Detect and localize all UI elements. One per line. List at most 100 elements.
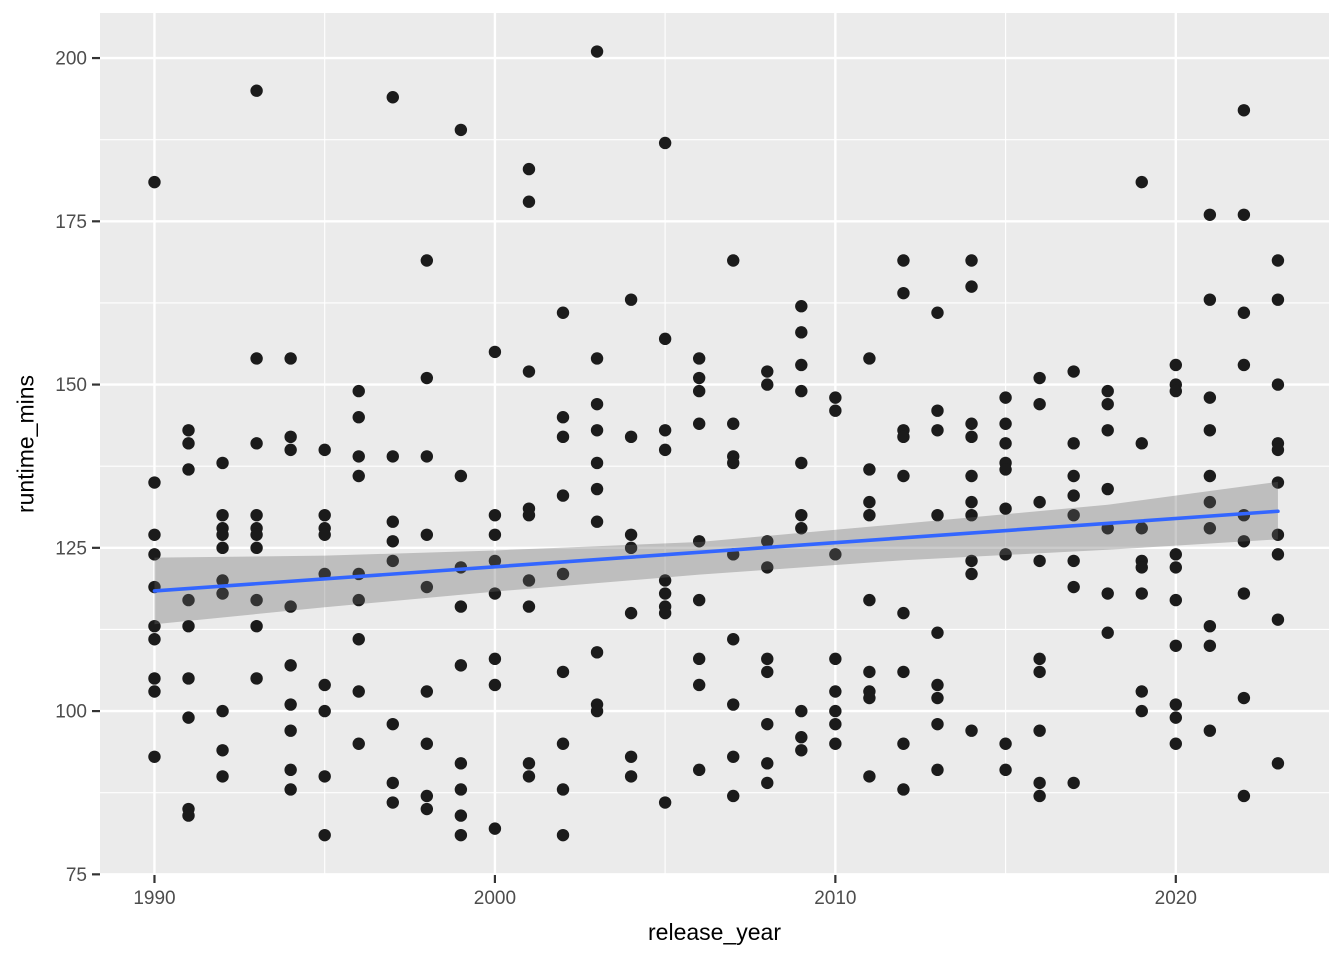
data-point xyxy=(182,809,195,822)
data-point xyxy=(216,456,229,470)
data-point xyxy=(1033,554,1046,568)
data-point xyxy=(216,704,229,718)
data-point xyxy=(1067,489,1080,502)
data-point xyxy=(1033,397,1046,411)
data-point xyxy=(386,796,399,809)
data-point xyxy=(931,508,944,522)
data-point xyxy=(352,469,365,483)
data-point xyxy=(182,672,195,685)
data-point xyxy=(386,91,399,104)
data-point xyxy=(931,424,944,437)
y-tick-label: 150 xyxy=(55,375,87,396)
plot-panel xyxy=(100,13,1329,875)
data-point xyxy=(761,776,774,790)
data-point xyxy=(863,495,876,509)
data-point xyxy=(1203,391,1217,404)
data-point xyxy=(863,352,876,365)
data-point xyxy=(1067,554,1080,568)
data-point xyxy=(284,352,297,365)
data-point xyxy=(897,737,910,750)
data-point xyxy=(727,254,740,267)
data-point xyxy=(318,704,331,718)
data-point xyxy=(148,528,161,541)
data-point xyxy=(761,717,774,731)
data-point xyxy=(420,254,434,267)
data-point xyxy=(420,789,434,803)
data-point xyxy=(590,646,604,659)
data-point xyxy=(590,482,604,496)
data-point xyxy=(1237,535,1251,548)
data-point xyxy=(795,704,808,718)
data-point xyxy=(1169,711,1183,724)
data-point xyxy=(965,508,978,522)
data-point xyxy=(250,541,263,555)
data-point xyxy=(216,541,229,555)
data-point xyxy=(454,809,468,822)
data-point xyxy=(1237,104,1251,117)
data-point xyxy=(1237,208,1251,221)
data-point xyxy=(1169,737,1183,750)
data-point xyxy=(1203,293,1217,306)
data-point xyxy=(352,633,365,646)
data-point xyxy=(148,685,161,698)
data-point xyxy=(1033,371,1046,385)
data-point xyxy=(454,757,468,770)
data-point xyxy=(250,437,263,450)
data-point xyxy=(761,757,774,770)
data-point xyxy=(692,678,706,692)
data-point xyxy=(420,802,434,816)
data-point xyxy=(352,737,365,750)
data-point xyxy=(556,306,570,319)
data-point xyxy=(1169,698,1183,711)
data-point xyxy=(522,365,536,378)
data-point xyxy=(216,770,229,783)
data-point xyxy=(488,345,502,359)
data-point xyxy=(795,358,808,372)
data-point xyxy=(1237,691,1251,705)
data-point xyxy=(965,469,978,483)
data-point xyxy=(863,463,876,476)
data-point xyxy=(420,737,434,750)
data-point xyxy=(999,437,1012,450)
data-point xyxy=(1101,482,1114,496)
data-point xyxy=(522,195,536,208)
data-point xyxy=(761,378,774,391)
data-point xyxy=(863,691,876,705)
data-point xyxy=(727,750,740,764)
data-point xyxy=(1067,776,1080,790)
data-point xyxy=(658,587,672,600)
data-point xyxy=(1033,495,1046,509)
data-point xyxy=(182,437,195,450)
data-point xyxy=(1067,580,1080,594)
data-point xyxy=(250,619,263,633)
data-point xyxy=(965,724,978,737)
y-tick-label: 75 xyxy=(66,865,87,886)
data-point xyxy=(897,469,910,483)
data-point xyxy=(1271,443,1285,457)
data-point xyxy=(1203,619,1217,633)
data-point xyxy=(148,548,161,561)
data-point xyxy=(182,711,195,724)
data-point xyxy=(488,554,502,568)
data-point xyxy=(284,600,297,613)
data-point xyxy=(1271,757,1285,770)
data-point xyxy=(897,430,910,444)
data-point xyxy=(590,352,604,365)
data-point xyxy=(1135,704,1148,718)
regression-line xyxy=(152,509,1280,593)
data-point xyxy=(318,443,331,457)
data-point xyxy=(727,633,740,646)
data-point xyxy=(965,554,978,568)
data-point xyxy=(863,593,876,607)
data-point xyxy=(488,508,502,522)
data-point xyxy=(692,593,706,607)
data-point xyxy=(522,757,536,770)
data-point xyxy=(829,652,842,666)
data-point xyxy=(454,600,468,613)
data-point xyxy=(931,626,944,639)
data-point xyxy=(386,535,399,548)
data-point xyxy=(148,476,161,489)
data-point xyxy=(1101,424,1114,437)
data-point xyxy=(522,508,536,522)
